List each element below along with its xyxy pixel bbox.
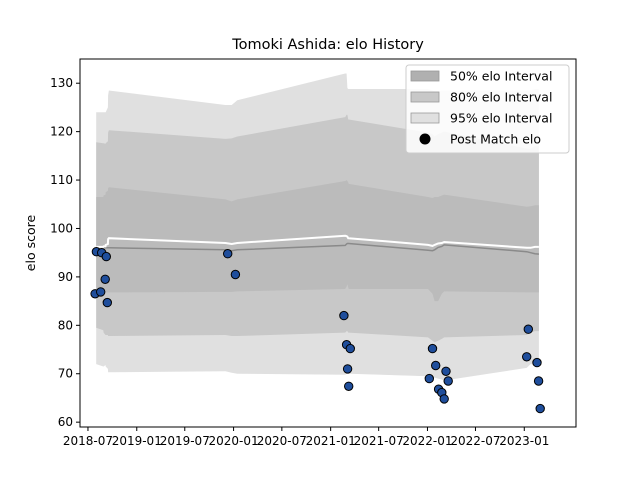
y-tick-label: 110 — [50, 173, 73, 187]
post-match-point — [439, 394, 449, 404]
legend-swatch — [410, 91, 440, 103]
y-axis-label: elo score — [23, 215, 38, 272]
post-match-point — [535, 403, 545, 414]
post-match-point — [443, 376, 453, 386]
median-elo-line — [96, 242, 539, 255]
x-tick-label: 2021-01 — [306, 434, 356, 448]
legend-marker — [419, 133, 431, 145]
post-match-point — [339, 310, 349, 321]
x-tick-label: 2023-01 — [499, 434, 549, 448]
legend-swatch — [410, 112, 440, 124]
legend-label: Post Match elo — [450, 132, 541, 147]
legend-label: 50% elo Interval — [450, 69, 552, 84]
post-match-point — [96, 287, 106, 297]
legend-box — [405, 64, 570, 154]
legend-label: 80% elo Interval — [450, 90, 552, 105]
plot-frame — [79, 58, 577, 428]
post-match-point — [230, 269, 241, 280]
post-match-point — [532, 357, 542, 368]
y-tick-label: 80 — [58, 318, 73, 332]
mean-elo-line — [96, 234, 539, 249]
y-tick-label: 60 — [58, 415, 73, 429]
x-tick-label: 2018-07 — [63, 434, 113, 448]
y-tick-label: 130 — [50, 76, 73, 90]
post-match-point — [102, 297, 113, 308]
post-match-point — [101, 251, 112, 262]
y-tick-label: 90 — [58, 270, 73, 284]
chart-title: Tomoki Ashida: elo History — [231, 37, 424, 53]
post-match-point — [523, 324, 533, 334]
axes: 60 70 80 90 100 110 120 130 2018-072019-012019-0… — [50, 58, 577, 448]
x-tick-label: 2020-07 — [257, 434, 307, 448]
post-match-point — [345, 343, 355, 354]
y-tick-label: 70 — [58, 367, 73, 381]
x-tick-label: 2020-01 — [209, 434, 259, 448]
x-tick-label: 2019-01 — [112, 434, 162, 448]
legend: 50% elo Interval 80% elo Interval 95% elo … — [405, 64, 570, 154]
legend-swatch — [410, 70, 440, 82]
post-match-point — [424, 373, 434, 384]
post-match-point — [427, 343, 438, 354]
x-tick-label: 2022-07 — [450, 434, 500, 448]
post-match-point — [431, 360, 441, 371]
post-match-point — [344, 381, 354, 391]
band-50-interval — [96, 180, 539, 302]
y-tick-label: 100 — [50, 221, 73, 235]
x-tick-label: 2019-07 — [160, 434, 210, 448]
x-tick-label: 2021-07 — [354, 434, 404, 448]
post-match-point — [100, 274, 110, 284]
post-match-point — [223, 249, 233, 259]
post-match-point — [342, 364, 353, 374]
legend-label: 95% elo Interval — [450, 111, 552, 126]
post-match-point — [522, 352, 532, 362]
post-match-point — [441, 366, 451, 376]
y-tick-label: 120 — [50, 125, 73, 139]
x-tick-label: 2022-01 — [402, 434, 452, 448]
post-match-point — [533, 376, 544, 386]
